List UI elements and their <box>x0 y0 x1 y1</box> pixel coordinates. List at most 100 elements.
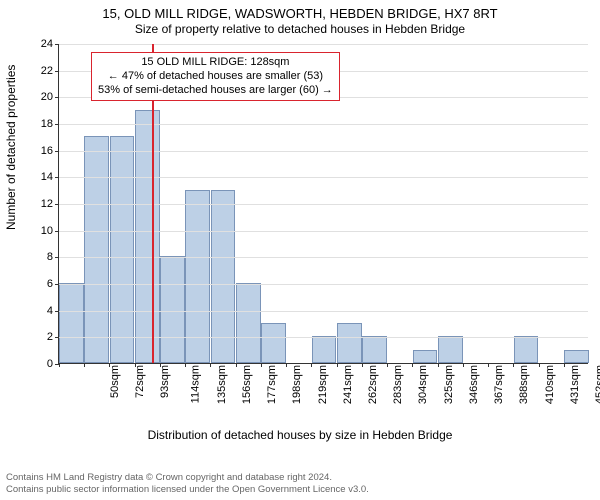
xtick-label: 283sqm <box>392 365 404 404</box>
xtick-mark <box>337 363 338 367</box>
xtick-label: 93sqm <box>159 365 171 398</box>
gridline <box>59 337 588 338</box>
xtick-mark <box>539 363 540 367</box>
x-axis-label: Distribution of detached houses by size … <box>0 428 600 442</box>
ytick-mark <box>55 257 59 258</box>
xtick-label: 367sqm <box>493 365 505 404</box>
footer-attribution: Contains HM Land Registry data © Crown c… <box>6 472 369 496</box>
annotation-line: 53% of semi-detached houses are larger (… <box>98 84 333 98</box>
annotation-line: ← 47% of detached houses are smaller (53… <box>98 70 333 84</box>
xtick-label: 72sqm <box>134 365 146 398</box>
ytick-mark <box>55 177 59 178</box>
title-block: 15, OLD MILL RIDGE, WADSWORTH, HEBDEN BR… <box>0 0 600 36</box>
bar <box>84 136 109 363</box>
ytick-mark <box>55 71 59 72</box>
xtick-mark <box>438 363 439 367</box>
gridline <box>59 177 588 178</box>
xtick-mark <box>59 363 60 367</box>
xtick-mark <box>185 363 186 367</box>
xtick-label: 262sqm <box>367 365 379 404</box>
bar <box>135 110 160 363</box>
xtick-mark <box>311 363 312 367</box>
ytick-label: 20 <box>41 91 53 103</box>
bar <box>564 350 589 363</box>
xtick-mark <box>109 363 110 367</box>
bar <box>59 283 84 363</box>
ytick-mark <box>55 97 59 98</box>
xtick-label: 156sqm <box>241 365 253 404</box>
xtick-label: 114sqm <box>190 365 202 403</box>
gridline <box>59 257 588 258</box>
ytick-label: 16 <box>41 145 53 157</box>
ytick-label: 18 <box>41 118 53 130</box>
ytick-label: 4 <box>47 305 53 317</box>
annotation-box: 15 OLD MILL RIDGE: 128sqm← 47% of detach… <box>91 52 340 101</box>
annotation-line: 15 OLD MILL RIDGE: 128sqm <box>98 56 333 70</box>
xtick-label: 410sqm <box>544 365 556 404</box>
xtick-mark <box>387 363 388 367</box>
footer-line-1: Contains HM Land Registry data © Crown c… <box>6 472 369 484</box>
xtick-label: 50sqm <box>109 365 121 398</box>
xtick-label: 198sqm <box>291 365 303 404</box>
y-axis-label: Number of detached properties <box>4 65 18 230</box>
xtick-label: 325sqm <box>443 365 455 404</box>
ytick-mark <box>55 124 59 125</box>
ytick-mark <box>55 151 59 152</box>
ytick-label: 22 <box>41 65 53 77</box>
xtick-label: 346sqm <box>468 365 480 404</box>
bar <box>362 336 387 363</box>
xtick-mark <box>210 363 211 367</box>
bar <box>337 323 362 363</box>
ytick-mark <box>55 204 59 205</box>
ytick-label: 2 <box>47 331 53 343</box>
xtick-label: 177sqm <box>266 365 278 404</box>
ytick-label: 24 <box>41 38 53 50</box>
xtick-mark <box>564 363 565 367</box>
gridline <box>59 124 588 125</box>
xtick-mark <box>261 363 262 367</box>
plot-area: 02468101214161820222450sqm72sqm93sqm114s… <box>58 44 588 364</box>
ytick-label: 10 <box>41 225 53 237</box>
bar <box>438 336 463 363</box>
bar <box>261 323 286 363</box>
ytick-mark <box>55 337 59 338</box>
xtick-mark <box>236 363 237 367</box>
bar <box>110 136 135 363</box>
ytick-mark <box>55 311 59 312</box>
xtick-mark <box>513 363 514 367</box>
gridline <box>59 44 588 45</box>
xtick-label: 388sqm <box>519 365 531 404</box>
ytick-label: 8 <box>47 251 53 263</box>
ytick-label: 12 <box>41 198 53 210</box>
chart-container: Number of detached properties 0246810121… <box>0 40 600 446</box>
ytick-mark <box>55 231 59 232</box>
ytick-label: 6 <box>47 278 53 290</box>
xtick-label: 135sqm <box>216 365 228 404</box>
ytick-label: 14 <box>41 171 53 183</box>
xtick-mark <box>463 363 464 367</box>
xtick-mark <box>488 363 489 367</box>
gridline <box>59 151 588 152</box>
gridline <box>59 311 588 312</box>
xtick-mark <box>135 363 136 367</box>
xtick-mark <box>84 363 85 367</box>
bar <box>514 336 539 363</box>
bar <box>312 336 337 363</box>
ytick-mark <box>55 44 59 45</box>
chart-subtitle: Size of property relative to detached ho… <box>0 22 600 36</box>
xtick-mark <box>160 363 161 367</box>
xtick-label: 219sqm <box>317 365 329 404</box>
xtick-label: 431sqm <box>569 365 581 404</box>
xtick-mark <box>412 363 413 367</box>
ytick-label: 0 <box>47 358 53 370</box>
xtick-label: 241sqm <box>342 365 354 404</box>
footer-line-2: Contains public sector information licen… <box>6 484 369 496</box>
bar <box>236 283 261 363</box>
xtick-label: 452sqm <box>594 365 600 404</box>
bar <box>413 350 438 363</box>
chart-title: 15, OLD MILL RIDGE, WADSWORTH, HEBDEN BR… <box>0 6 600 21</box>
xtick-label: 304sqm <box>418 365 430 404</box>
gridline <box>59 204 588 205</box>
ytick-mark <box>55 284 59 285</box>
gridline <box>59 284 588 285</box>
